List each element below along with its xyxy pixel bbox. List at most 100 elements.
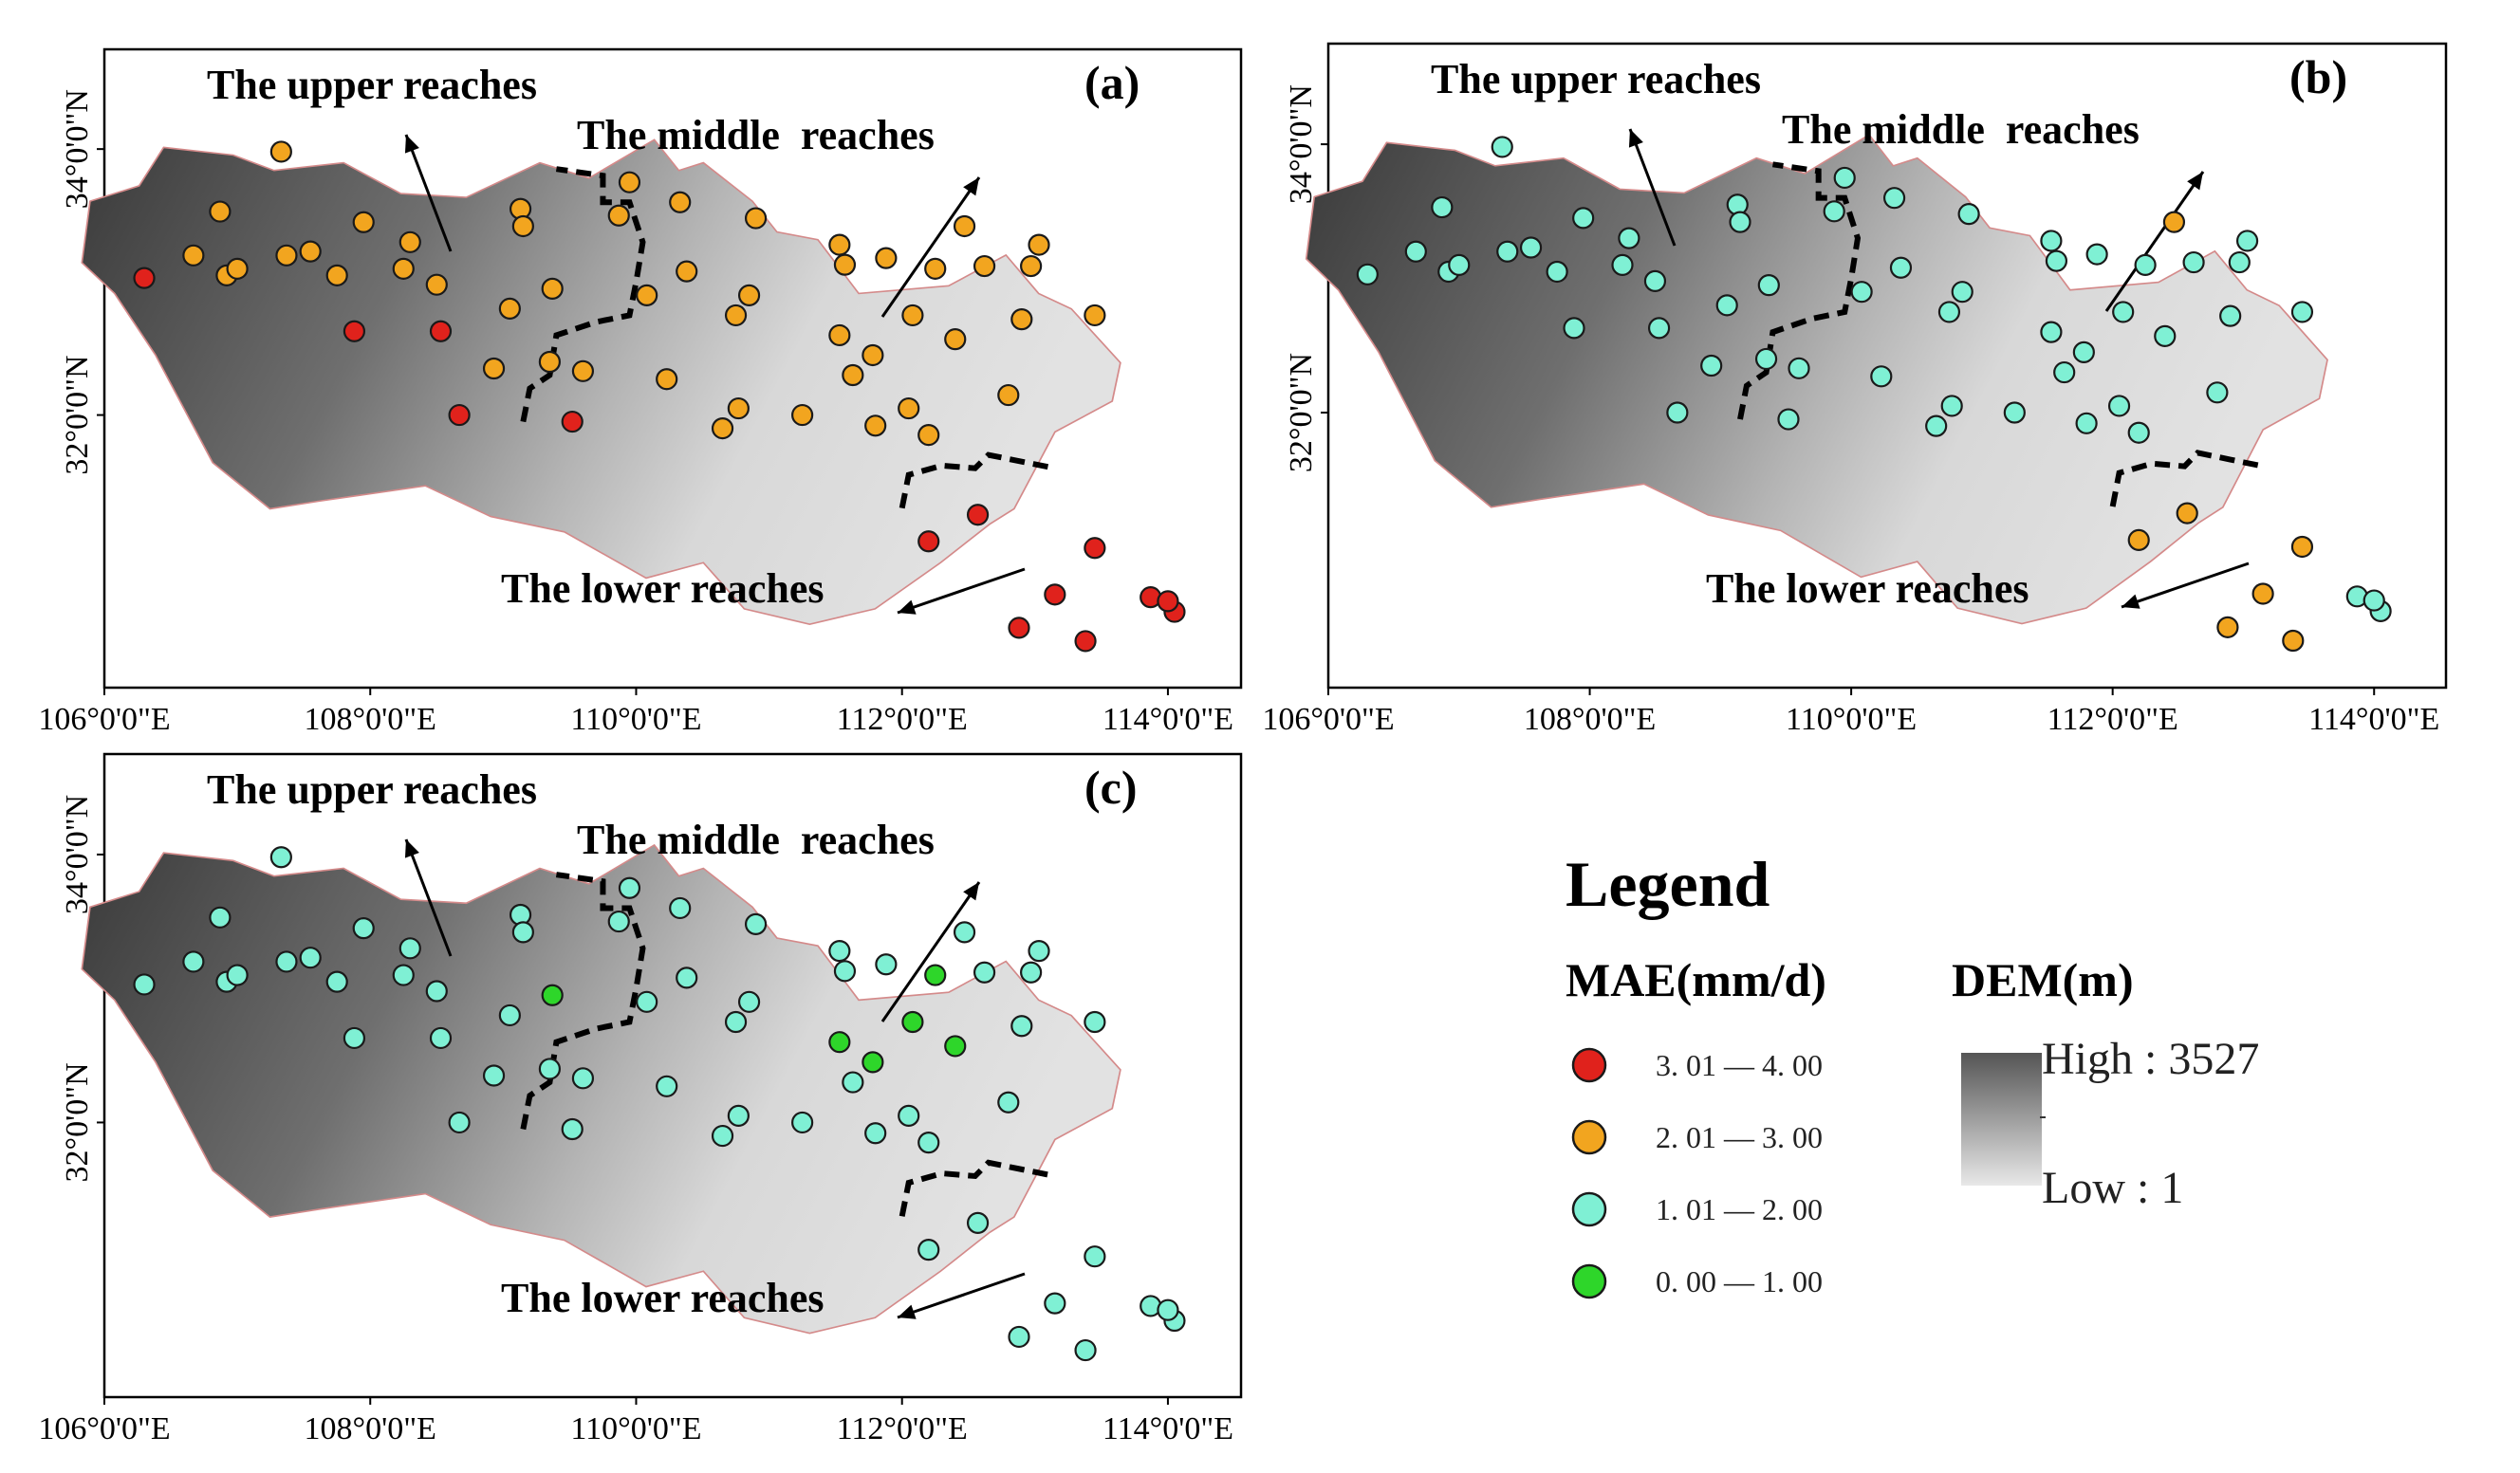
station-marker: [1757, 274, 1780, 297]
station-marker: [618, 876, 641, 899]
map-panel-c: The upper reaches The middle reaches The l…: [38, 752, 1243, 1446]
station-marker: [275, 950, 298, 973]
x-tick-label: 108°0'0"E: [305, 702, 436, 737]
station-marker: [864, 414, 887, 437]
station-marker: [448, 403, 471, 427]
station-marker: [1823, 200, 1845, 223]
station-marker: [828, 940, 851, 963]
x-tick-label: 112°0'0"E: [837, 702, 968, 737]
x-tick-label: 114°0'0"E: [2308, 702, 2439, 737]
station-marker: [2162, 211, 2186, 233]
x-tick-label: 106°0'0"E: [38, 1411, 170, 1446]
station-marker: [1496, 240, 1519, 263]
upper-middle-boundary: [520, 166, 646, 423]
upper-middle-boundary: [1737, 161, 1862, 420]
station-marker: [875, 247, 898, 269]
station-marker: [2085, 243, 2108, 266]
station-marker: [541, 984, 564, 1006]
station-marker: [2127, 528, 2150, 551]
station-marker: [398, 937, 421, 960]
station-marker: [571, 359, 595, 382]
station-marker: [2154, 324, 2177, 347]
station-marker: [711, 416, 734, 440]
x-tick-label: 108°0'0"E: [305, 1411, 436, 1446]
station-marker: [898, 396, 920, 420]
middle-lower-boundary: [2109, 450, 2264, 507]
middle-reaches-arrow-head: [963, 882, 979, 901]
station-marker: [1010, 1015, 1033, 1038]
station-marker: [429, 320, 453, 342]
station-marker: [953, 214, 976, 238]
panel-letter: (a): [1084, 56, 1140, 109]
station-marker: [1546, 260, 1568, 284]
station-marker: [1044, 583, 1066, 606]
upper-reaches-label: The upper reaches: [207, 62, 537, 108]
station-marker: [226, 964, 249, 986]
legend-class-label: 3. 01 — 4. 00: [1656, 1048, 1823, 1082]
station-marker: [2072, 341, 2095, 363]
station-marker: [511, 921, 534, 944]
station-marker: [607, 204, 630, 227]
station-marker: [2112, 301, 2135, 323]
station-marker: [299, 947, 322, 969]
station-marker: [607, 910, 630, 933]
station-marker: [656, 1075, 678, 1097]
legend: Legend MAE(mm/d) DEM(m) 3. 01 — 4. 00 2. …: [1566, 848, 2259, 1299]
station-marker: [538, 1058, 561, 1080]
station-marker: [1666, 401, 1689, 424]
station-marker: [2045, 249, 2068, 272]
x-tick-label: 106°0'0"E: [1262, 702, 1394, 737]
station-marker: [343, 320, 366, 342]
station-marker: [299, 240, 322, 263]
x-tick-label: 106°0'0"E: [38, 702, 170, 737]
station-marker: [1850, 281, 1873, 304]
station-marker: [901, 304, 924, 327]
station-marker: [724, 1010, 748, 1034]
middle-reaches-label: The middle reaches: [1782, 106, 2140, 153]
y-tick-label: 32°0'0"N: [60, 1062, 95, 1182]
station-marker: [828, 1031, 851, 1054]
station-marker: [482, 1064, 506, 1087]
station-marker: [842, 1071, 864, 1094]
station-marker: [1020, 254, 1043, 278]
station-marker: [636, 284, 658, 306]
station-marker: [325, 970, 348, 993]
dem-low-label: Low : 1: [2042, 1163, 2183, 1213]
station-marker: [727, 1104, 750, 1127]
station-marker: [133, 973, 156, 996]
station-marker: [1020, 961, 1043, 984]
legend-class-label: 0. 00 — 1. 00: [1656, 1264, 1823, 1298]
upper-reaches-arrow-head: [404, 135, 419, 154]
station-marker: [1431, 195, 1454, 219]
station-marker: [498, 1003, 521, 1027]
station-marker: [133, 267, 156, 289]
station-marker: [182, 950, 205, 973]
upper-reaches-label: The upper reaches: [1431, 56, 1761, 102]
station-marker: [511, 214, 534, 238]
station-marker: [618, 171, 641, 193]
middle-reaches-arrow-head: [963, 177, 979, 196]
lower-reaches-arrow: [2121, 562, 2250, 609]
station-marker: [425, 273, 448, 296]
station-marker: [2127, 421, 2150, 444]
station-marker: [2040, 321, 2063, 343]
station-marker: [1729, 211, 1751, 233]
station-marker: [1519, 236, 1543, 259]
station-marker: [842, 363, 864, 387]
station-marker: [924, 964, 947, 986]
station-marker: [561, 1117, 584, 1141]
station-marker: [2235, 230, 2259, 252]
station-marker: [1777, 408, 1800, 431]
station-marker: [1715, 294, 1738, 317]
station-marker: [2003, 401, 2026, 424]
dem-color-ramp: [1961, 1053, 2042, 1186]
station-marker: [997, 1091, 1020, 1114]
station-marker: [2362, 589, 2385, 612]
station-marker: [2107, 395, 2131, 417]
x-tick-label: 112°0'0"E: [2048, 702, 2178, 737]
station-marker: [392, 257, 415, 280]
station-marker: [1157, 590, 1179, 613]
legend-title: Legend: [1566, 848, 1770, 920]
station-marker: [1572, 207, 1595, 230]
station-marker: [1084, 304, 1106, 327]
